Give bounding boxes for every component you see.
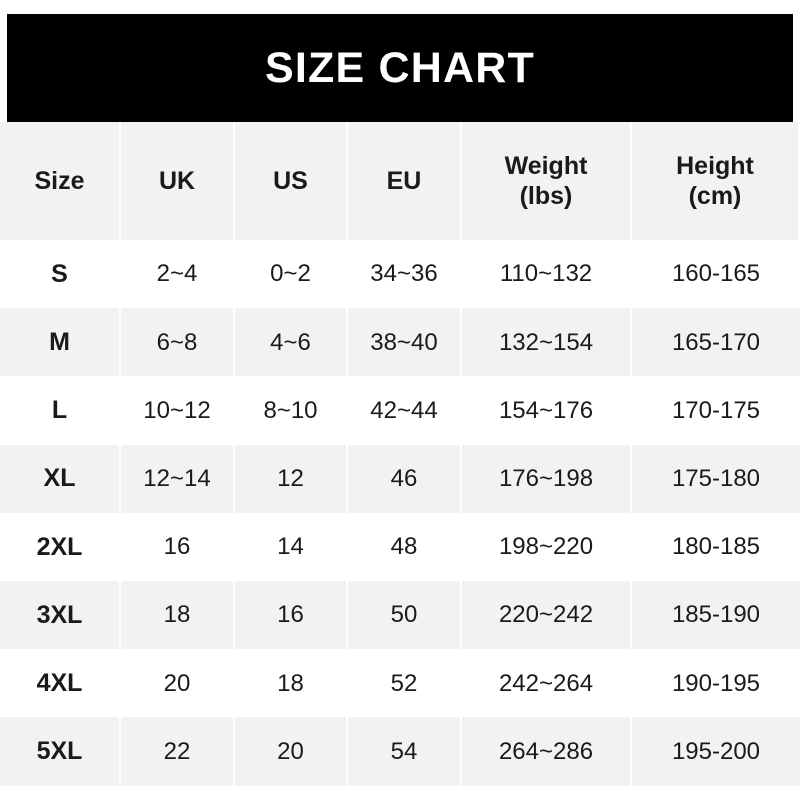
cell-eu: 34~36 <box>348 240 462 309</box>
table-row: XL 12~14 12 46 176~198 175-180 <box>0 444 800 513</box>
column-header-uk: UK <box>121 122 235 240</box>
cell-weight: 220~242 <box>462 580 632 650</box>
title-banner: SIZE CHART <box>7 14 793 122</box>
cell-eu: 54 <box>348 717 462 786</box>
column-header-eu-label: EU <box>386 166 422 195</box>
cell-height: 190-195 <box>632 649 800 718</box>
cell-uk: 10~12 <box>121 376 235 445</box>
table-header-row: Size UK US EU Weight (lbs) Height (cm) <box>0 122 800 240</box>
page-title: SIZE CHART <box>265 43 535 92</box>
cell-size: S <box>0 240 121 309</box>
table-row: L 10~12 8~10 42~44 154~176 170-175 <box>0 376 800 445</box>
cell-height: 160-165 <box>632 240 800 309</box>
cell-height: 165-170 <box>632 308 800 377</box>
column-header-us: US <box>235 122 348 240</box>
cell-height: 195-200 <box>632 717 800 786</box>
column-header-size: Size <box>0 122 121 240</box>
cell-uk: 18 <box>121 580 235 650</box>
cell-weight: 198~220 <box>462 512 632 581</box>
cell-size: 4XL <box>0 649 121 718</box>
table-row: M 6~8 4~6 38~40 132~154 165-170 <box>0 308 800 377</box>
column-header-weight-label: Weight <box>504 151 588 180</box>
cell-height: 185-190 <box>632 580 800 650</box>
column-header-uk-label: UK <box>158 166 196 195</box>
column-header-height-unit: (cm) <box>688 182 742 210</box>
cell-eu: 50 <box>348 580 462 650</box>
cell-weight: 154~176 <box>462 376 632 445</box>
cell-weight: 242~264 <box>462 649 632 718</box>
column-header-size-label: Size <box>34 166 85 195</box>
cell-size: XL <box>0 444 121 513</box>
cell-uk: 20 <box>121 649 235 718</box>
cell-uk: 12~14 <box>121 444 235 513</box>
cell-weight: 264~286 <box>462 717 632 786</box>
cell-uk: 2~4 <box>121 240 235 309</box>
table-row: 2XL 16 14 48 198~220 180-185 <box>0 512 800 581</box>
cell-uk: 22 <box>121 717 235 786</box>
table-row: S 2~4 0~2 34~36 110~132 160-165 <box>0 240 800 309</box>
column-header-weight-unit: (lbs) <box>519 182 573 210</box>
cell-size: M <box>0 308 121 377</box>
cell-uk: 16 <box>121 512 235 581</box>
cell-size: 5XL <box>0 717 121 786</box>
cell-eu: 42~44 <box>348 376 462 445</box>
cell-us: 12 <box>235 444 348 513</box>
table-row: 3XL 18 16 50 220~242 185-190 <box>0 580 800 650</box>
cell-weight: 132~154 <box>462 308 632 377</box>
cell-eu: 38~40 <box>348 308 462 377</box>
cell-us: 20 <box>235 717 348 786</box>
cell-size: 3XL <box>0 580 121 650</box>
cell-us: 18 <box>235 649 348 718</box>
cell-eu: 52 <box>348 649 462 718</box>
cell-us: 4~6 <box>235 308 348 377</box>
cell-eu: 46 <box>348 444 462 513</box>
cell-size: L <box>0 376 121 445</box>
size-chart-table: Size UK US EU Weight (lbs) Height (cm) S… <box>0 122 800 786</box>
cell-height: 170-175 <box>632 376 800 445</box>
column-header-height-label: Height <box>676 151 754 180</box>
cell-size: 2XL <box>0 512 121 581</box>
table-row: 4XL 20 18 52 242~264 190-195 <box>0 649 800 718</box>
cell-us: 8~10 <box>235 376 348 445</box>
column-header-weight: Weight (lbs) <box>462 122 632 240</box>
column-header-us-label: US <box>273 166 308 195</box>
cell-us: 16 <box>235 580 348 650</box>
cell-height: 180-185 <box>632 512 800 581</box>
cell-uk: 6~8 <box>121 308 235 377</box>
cell-weight: 110~132 <box>462 240 632 309</box>
cell-eu: 48 <box>348 512 462 581</box>
table-row: 5XL 22 20 54 264~286 195-200 <box>0 717 800 786</box>
column-header-height: Height (cm) <box>632 122 800 240</box>
cell-weight: 176~198 <box>462 444 632 513</box>
cell-us: 0~2 <box>235 240 348 309</box>
cell-height: 175-180 <box>632 444 800 513</box>
cell-us: 14 <box>235 512 348 581</box>
column-header-eu: EU <box>348 122 462 240</box>
